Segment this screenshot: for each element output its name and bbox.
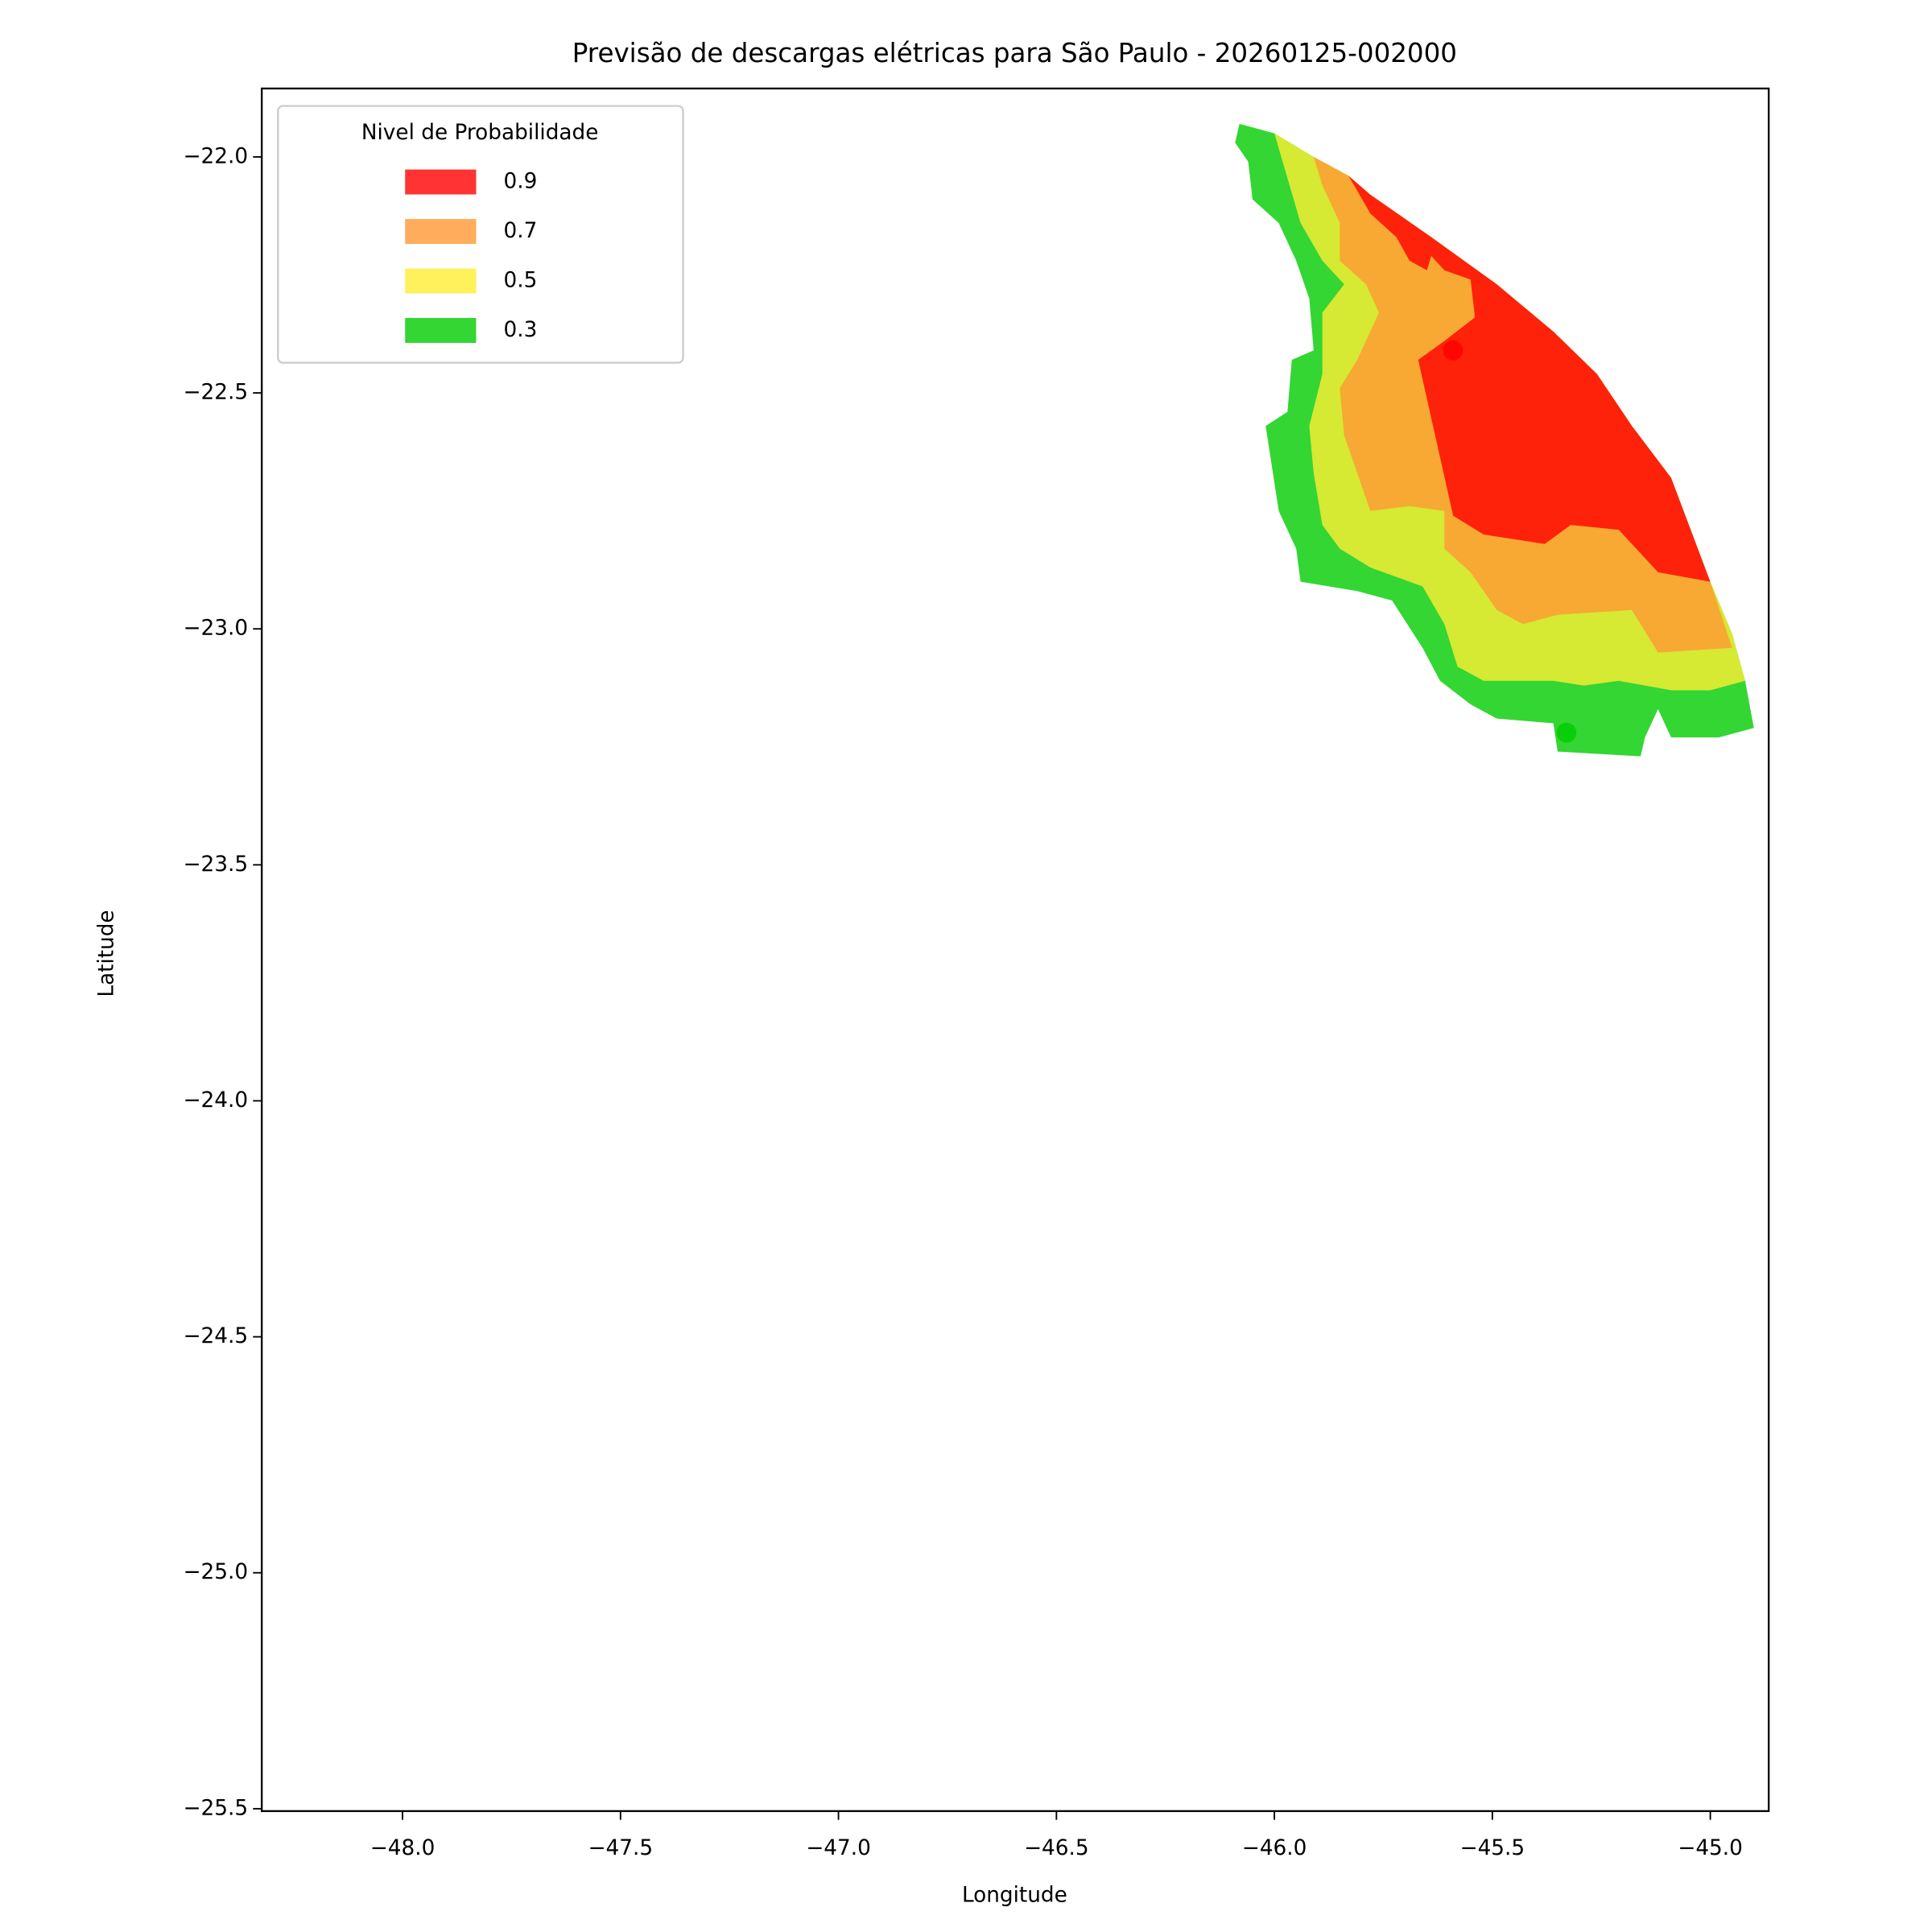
contour-region [1348, 175, 1711, 582]
legend-label: 0.7 [504, 219, 538, 243]
x-tick-label: −46.0 [1242, 1836, 1307, 1860]
chart-title: Previsão de descargas elétricas para São… [572, 38, 1457, 68]
legend-label: 0.5 [504, 269, 538, 293]
legend-swatch [405, 219, 477, 245]
legend-label: 0.9 [504, 170, 538, 194]
x-tick-label: −45.0 [1678, 1836, 1743, 1860]
y-tick-label: −22.0 [183, 144, 248, 168]
y-tick-label: −24.5 [183, 1324, 248, 1348]
y-tick-label: −22.5 [183, 381, 248, 405]
x-tick-label: −48.0 [370, 1836, 436, 1860]
plot-frame [260, 87, 1770, 1812]
legend-swatch [405, 169, 477, 195]
x-tick-label: −47.0 [806, 1836, 871, 1860]
y-tick-label: −23.5 [183, 852, 248, 877]
legend-title: Nivel de Probabilidade [361, 121, 599, 145]
x-axis-label: Longitude [962, 1884, 1067, 1908]
legend-frame [277, 105, 684, 364]
legend: Nivel de Probabilidade 0.9 0.7 0.5 0.3 [277, 105, 684, 364]
x-tick-label: −46.5 [1024, 1836, 1089, 1860]
point [1556, 722, 1577, 743]
point [1443, 340, 1463, 361]
y-tick-label: −23.0 [183, 617, 248, 641]
x-tick-label: −45.5 [1460, 1836, 1525, 1860]
y-tick-label: −25.0 [183, 1560, 248, 1584]
y-tick-label: −25.5 [183, 1796, 248, 1820]
y-tick-label: −24.0 [183, 1088, 248, 1113]
legend-swatch [405, 317, 477, 343]
legend-swatch [405, 268, 477, 294]
legend-label: 0.3 [504, 318, 538, 342]
y-axis-label: Latitude [95, 910, 119, 997]
x-tick-label: −47.5 [588, 1836, 654, 1860]
